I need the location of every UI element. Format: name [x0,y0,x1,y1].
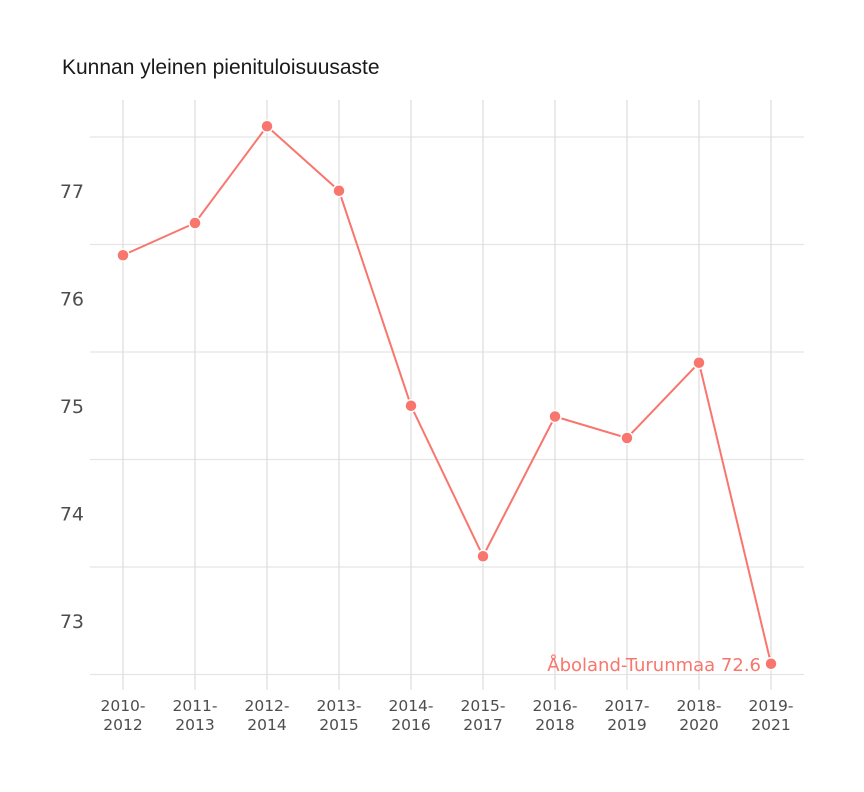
x-axis: 2010-2012 2011-2013 2012-2014 2013-2015 2014… [100,697,793,734]
x-tick-label: 2016- [532,697,577,715]
data-point[interactable] [404,399,418,413]
x-tick-label: 2018- [676,697,721,715]
data-point[interactable] [692,356,706,370]
y-tick-label: 77 [60,181,84,203]
data-series [116,119,778,671]
x-tick-label: 2018 [535,716,574,734]
x-tick-label: 2019 [607,716,646,734]
x-tick-label: 2013- [316,697,361,715]
x-tick-label: 2011- [172,697,217,715]
data-point[interactable] [548,409,562,424]
chart-title: Kunnan yleinen pienituloisuusaste [62,56,380,79]
x-tick-label: 2014 [247,716,286,734]
y-tick-label: 74 [60,503,84,525]
x-tick-label: 2010- [100,697,145,715]
x-tick-label: 2015 [319,716,358,734]
y-tick-label: 75 [60,396,84,418]
x-tick-label: 2021 [751,716,790,734]
x-tick-label: 2019- [748,697,793,715]
x-tick-label: 2012 [103,716,142,734]
data-point[interactable] [188,216,202,230]
series-line [122,124,772,664]
x-tick-label: 2016 [391,716,430,734]
data-point[interactable] [764,657,778,671]
end-label: Åboland-Turunmaa 72.6 [547,654,761,676]
data-point[interactable] [476,549,490,563]
x-tick-label: 2017 [463,716,502,734]
x-tick-label: 2012- [244,697,289,715]
y-tick-label: 73 [60,611,84,633]
x-tick-label: 2020 [679,716,718,734]
x-tick-label: 2014- [388,697,433,715]
data-point[interactable] [332,184,346,198]
x-tick-label: 2013 [175,716,214,734]
y-tick-label: 76 [60,288,84,310]
series-end-label: Åboland-Turunmaa 72.6 [547,654,761,676]
y-axis: 73 74 75 76 77 [60,181,84,633]
data-point[interactable] [260,119,274,133]
grid-lines [90,100,804,690]
data-point[interactable] [116,248,130,262]
data-point[interactable] [620,431,634,445]
x-tick-label: 2017- [604,697,649,715]
x-tick-label: 2015- [460,697,505,715]
